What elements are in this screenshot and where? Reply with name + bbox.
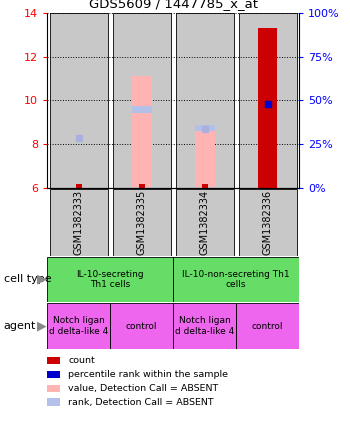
Text: percentile rank within the sample: percentile rank within the sample: [68, 370, 228, 379]
Bar: [195, 127, 215, 187]
Bar: [47, 303, 110, 349]
Bar: [239, 13, 297, 188]
Text: Notch ligan
d delta-like 4: Notch ligan d delta-like 4: [175, 316, 234, 336]
Bar: [50, 189, 108, 256]
Text: IL-10-non-secreting Th1
cells: IL-10-non-secreting Th1 cells: [182, 270, 290, 289]
Text: count: count: [68, 356, 95, 365]
Text: value, Detection Call = ABSENT: value, Detection Call = ABSENT: [68, 384, 218, 393]
Bar: [258, 28, 277, 188]
Bar: [176, 13, 234, 188]
Title: GDS5609 / 1447785_x_at: GDS5609 / 1447785_x_at: [89, 0, 258, 10]
Text: agent: agent: [4, 321, 36, 331]
Text: ▶: ▶: [37, 273, 46, 286]
Text: GSM1382334: GSM1382334: [200, 190, 210, 255]
Text: rank, Detection Call = ABSENT: rank, Detection Call = ABSENT: [68, 398, 214, 407]
Bar: [113, 13, 171, 188]
Bar: [139, 184, 145, 188]
Text: GSM1382335: GSM1382335: [137, 190, 147, 255]
Bar: [47, 257, 173, 302]
Text: Notch ligan
d delta-like 4: Notch ligan d delta-like 4: [49, 316, 108, 336]
Text: GSM1382336: GSM1382336: [263, 190, 273, 255]
Text: GSM1382333: GSM1382333: [74, 190, 84, 255]
Bar: [76, 184, 82, 188]
Bar: [173, 303, 236, 349]
Bar: [239, 189, 297, 256]
Bar: [176, 189, 234, 256]
Bar: [50, 13, 108, 188]
Bar: [173, 257, 299, 302]
Text: ▶: ▶: [37, 319, 46, 332]
Text: control: control: [252, 321, 284, 331]
Bar: [132, 106, 152, 113]
Text: control: control: [126, 321, 158, 331]
Bar: [110, 303, 173, 349]
Bar: [132, 76, 152, 187]
Text: IL-10-secreting
Th1 cells: IL-10-secreting Th1 cells: [76, 270, 144, 289]
Bar: [195, 125, 215, 131]
Text: cell type: cell type: [4, 274, 51, 284]
Bar: [113, 189, 171, 256]
Bar: [236, 303, 299, 349]
Bar: [202, 184, 208, 188]
